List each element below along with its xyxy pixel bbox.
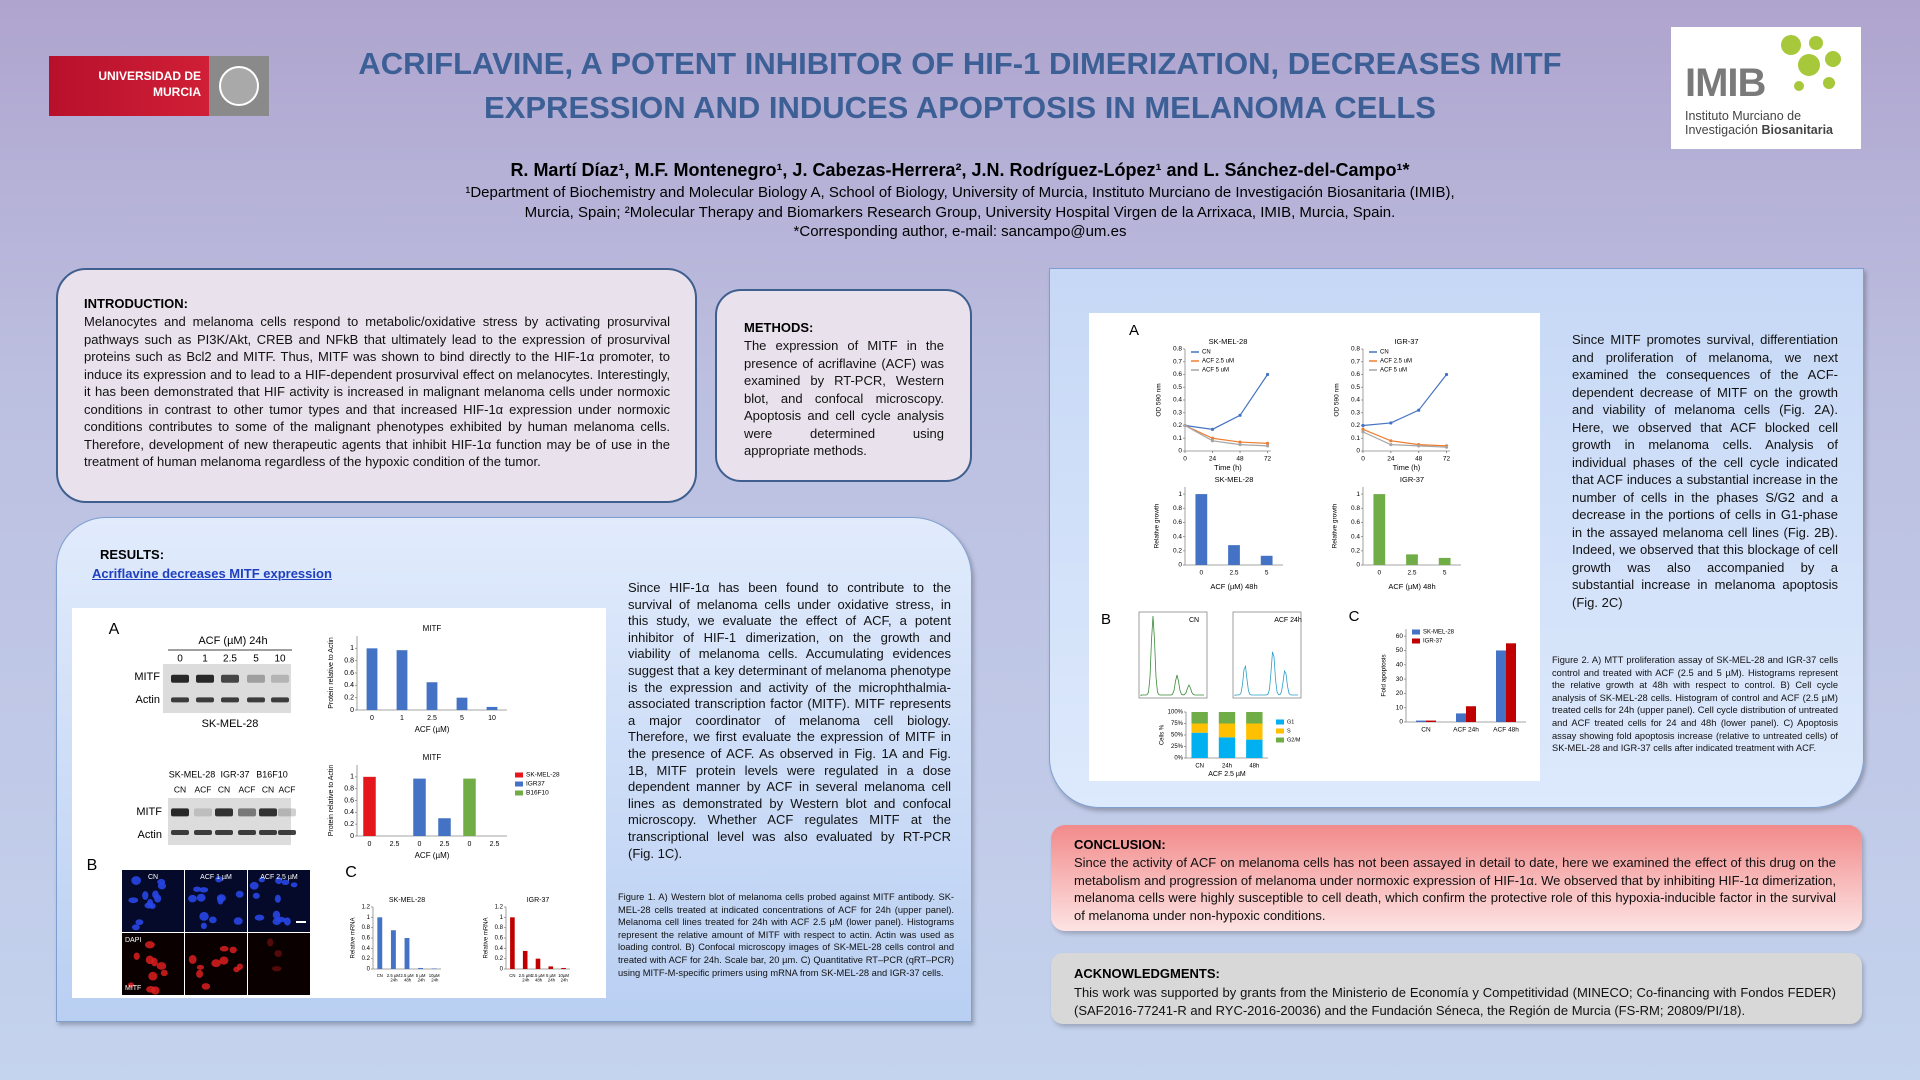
figure-caption: Figure 1. A) Western blot of melanoma ce… — [618, 892, 954, 978]
university-logo: UNIVERSIDAD DE MURCIA — [49, 56, 209, 116]
section-heading: ACKNOWLEDGMENTS: — [1074, 966, 1220, 981]
section-text: Since HIF-1α has been found to contribut… — [628, 580, 951, 861]
results-box: RESULTS: Acriflavine decreases MITF expr… — [56, 517, 972, 1022]
university-line: UNIVERSIDAD DE — [98, 69, 201, 83]
section-heading: RESULTS: — [100, 547, 165, 562]
section-heading: METHODS: — [744, 320, 814, 335]
section-text: Melanocytes and melanoma cells respond t… — [84, 314, 670, 469]
poster-title: ACRIFLAVINE, A POTENT INHIBITOR OF HIF-1… — [300, 42, 1620, 130]
dot — [1823, 77, 1835, 89]
dot — [1781, 35, 1801, 55]
institute-word: Biosanitaria — [1761, 123, 1834, 137]
seal-circle — [219, 66, 259, 106]
dot — [1794, 81, 1804, 91]
section-subheading: Acriflavine decreases MITF expression — [92, 566, 332, 581]
methods-box: METHODS: The expression of MITF in the p… — [715, 289, 972, 482]
introduction-box: INTRODUCTION: Melanocytes and melanoma c… — [56, 268, 697, 503]
title-line: EXPRESSION AND INDUCES APOPTOSIS IN MELA… — [484, 90, 1436, 125]
conclusion-box: CONCLUSION: Since the activity of ACF on… — [1051, 825, 1862, 931]
university-seal — [209, 56, 269, 116]
university-name: UNIVERSIDAD DE MURCIA — [98, 68, 201, 100]
institute-line: Investigación Biosanitaria — [1685, 123, 1833, 137]
institute-logo: IMIB Instituto Murciano de Investigación… — [1671, 27, 1861, 149]
authors: R. Martí Díaz¹, M.F. Montenegro¹, J. Cab… — [510, 160, 1410, 180]
institute-line: Instituto Murciano de — [1685, 109, 1802, 123]
affiliation: *Corresponding author, e-mail: sancampo@… — [793, 223, 1127, 240]
section-text: The expression of MITF in the presence o… — [744, 338, 944, 458]
section-heading: CONCLUSION: — [1074, 837, 1166, 852]
acknowledgments-box: ACKNOWLEDGMENTS: This work was supported… — [1051, 953, 1862, 1024]
institute-dots — [1781, 35, 1841, 91]
dot — [1809, 36, 1823, 50]
section-text: This work was supported by grants from t… — [1074, 985, 1836, 1018]
institute-acronym: IMIB — [1685, 61, 1766, 105]
section-text: Since MITF promotes survival, differenti… — [1572, 332, 1838, 610]
dot — [1798, 54, 1820, 76]
affiliation: Murcia, Spain; ²Molecular Therapy and Bi… — [524, 203, 1396, 221]
figure-caption: Figure 2. A) MTT proliferation assay of … — [1552, 655, 1838, 754]
figure2-panel: Since MITF promotes survival, differenti… — [1049, 268, 1864, 808]
institute-name: Instituto Murciano de Investigación Bios… — [1685, 109, 1833, 137]
title-line: ACRIFLAVINE, A POTENT INHIBITOR OF HIF-1… — [358, 46, 1562, 81]
university-line: MURCIA — [153, 85, 201, 99]
institute-word: Investigación — [1685, 123, 1758, 137]
affiliations: ¹Department of Biochemistry and Molecula… — [200, 183, 1720, 242]
section-heading: INTRODUCTION: — [84, 296, 188, 311]
dot — [1825, 51, 1841, 67]
section-text: Since the activity of ACF on melanoma ce… — [1074, 855, 1836, 923]
affiliation: ¹Department of Biochemistry and Molecula… — [465, 184, 1455, 201]
